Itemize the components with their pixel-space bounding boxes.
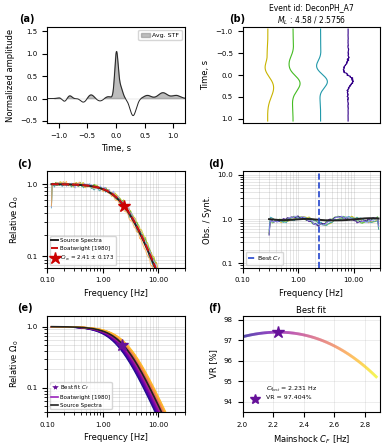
Text: (a): (a) bbox=[20, 14, 35, 24]
X-axis label: Frequency [Hz]: Frequency [Hz] bbox=[279, 289, 343, 298]
Source Spectra bbox=[119, 200, 124, 206]
X-axis label: Frequency [Hz]: Frequency [Hz] bbox=[84, 289, 148, 298]
Legend: Best fit $C_f$, Boatwright [1980], Source Spectra: Best fit $C_f$, Boatwright [1980], Sourc… bbox=[50, 382, 112, 409]
Text: (e): (e) bbox=[17, 303, 33, 313]
Y-axis label: Obs. / Synt.: Obs. / Synt. bbox=[203, 195, 212, 244]
X-axis label: Mainshock $C_F$ [Hz]: Mainshock $C_F$ [Hz] bbox=[273, 433, 350, 446]
Y-axis label: VR [%]: VR [%] bbox=[209, 349, 218, 379]
Legend: Avg. STF: Avg. STF bbox=[138, 30, 181, 40]
Boatwright [1980] bbox=[119, 200, 124, 205]
Boatwright [1980] bbox=[84, 183, 89, 188]
X-axis label: Time, s: Time, s bbox=[101, 144, 131, 154]
Y-axis label: Normalized amplitude: Normalized amplitude bbox=[6, 29, 15, 121]
Text: (f): (f) bbox=[208, 303, 221, 313]
Source Spectra bbox=[127, 211, 131, 216]
X-axis label: Frequency [Hz]: Frequency [Hz] bbox=[84, 433, 148, 443]
Line: Boatwright [1980]: Boatwright [1980] bbox=[51, 184, 183, 337]
Title: Best fit: Best fit bbox=[296, 306, 327, 315]
Y-axis label: Time, s: Time, s bbox=[201, 60, 210, 90]
Best $C_f$ bbox=[317, 216, 322, 222]
Boatwright [1980] bbox=[181, 335, 185, 340]
Source Spectra bbox=[175, 321, 180, 327]
Boatwright [1980] bbox=[179, 330, 183, 335]
Boatwright [1980] bbox=[110, 191, 114, 197]
Source Spectra bbox=[49, 181, 54, 187]
Text: $C_{f_{best}}$ = 2.231 Hz
VR = 97.404%: $C_{f_{best}}$ = 2.231 Hz VR = 97.404% bbox=[265, 384, 317, 400]
Line: Source Spectra: Source Spectra bbox=[51, 184, 183, 339]
Y-axis label: Relative $\Omega_0$: Relative $\Omega_0$ bbox=[8, 195, 20, 244]
Y-axis label: Relative $\Omega_0$: Relative $\Omega_0$ bbox=[8, 340, 20, 388]
Source Spectra bbox=[110, 192, 114, 197]
Legend: Source Spectra, Boatwright [1980], $C_{f_{co}}$ = 2.41 ± 0.173: Source Spectra, Boatwright [1980], $C_{f… bbox=[50, 237, 116, 265]
Source Spectra bbox=[181, 336, 185, 341]
Source Spectra bbox=[84, 183, 89, 188]
Source Spectra bbox=[179, 331, 183, 336]
Boatwright [1980] bbox=[175, 320, 180, 325]
Boatwright [1980] bbox=[127, 210, 131, 215]
Text: (c): (c) bbox=[17, 159, 31, 168]
Boatwright [1980] bbox=[49, 181, 54, 187]
Title: Event id: DeconPH_A7
$M_L$ : 4.58 / 2.5756: Event id: DeconPH_A7 $M_L$ : 4.58 / 2.57… bbox=[269, 4, 354, 27]
Text: (b): (b) bbox=[229, 14, 245, 24]
Text: (d): (d) bbox=[208, 159, 224, 168]
Legend: Best $C_f$: Best $C_f$ bbox=[246, 252, 283, 265]
